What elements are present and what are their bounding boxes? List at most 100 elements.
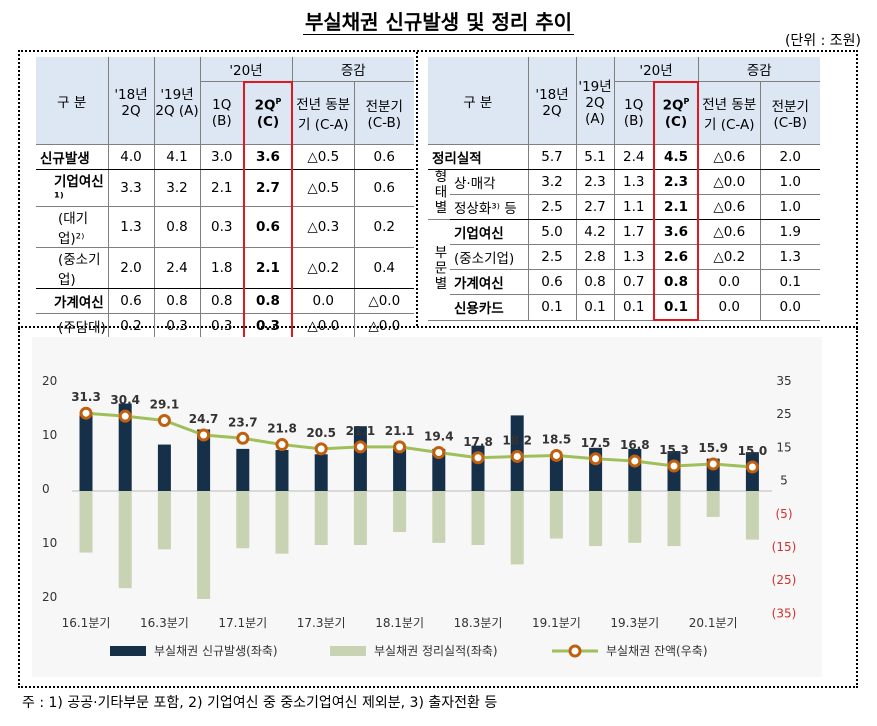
npl-balance-line — [85, 411, 753, 469]
npl-resolution-table: 구 분 '18년 2Q '19년 2Q (A) '20년 증감 1Q (B) 2… — [428, 57, 821, 321]
table-cell: 3.6 — [653, 219, 700, 245]
npl-balance-label: 16.8 — [620, 438, 650, 452]
table-cell: 0.7 — [613, 269, 655, 295]
npl-balance-label: 21.1 — [346, 424, 376, 438]
table-divider — [416, 52, 418, 326]
header-2020: '20년 — [199, 57, 292, 82]
resolved-npl-bar — [589, 491, 603, 547]
npl-balance-point — [393, 440, 407, 454]
npl-balance-label: 23.7 — [228, 415, 258, 429]
table-cell: △0.6 — [697, 194, 761, 220]
npl-balance-point — [197, 428, 211, 442]
table-cell: 0.0 — [697, 294, 761, 321]
header-gubun: 구 분 — [36, 57, 108, 145]
npl-balance-label: 15.0 — [738, 444, 768, 458]
header-qoq: 전분기 (C-B) — [759, 81, 821, 145]
table-cell: 0.6 — [353, 144, 414, 170]
table-cell: 0.1 — [575, 294, 615, 321]
table-row: 형태별 상·매각 3.2 2.3 1.3 2.3 △0.0 1.0 — [428, 169, 821, 220]
table-cell: △0.2 — [697, 244, 761, 270]
table-cell: △0.0 — [353, 313, 414, 339]
table-cell: △0.5 — [291, 169, 354, 207]
header-18-2q: '18년 2Q — [527, 57, 577, 145]
header-yoy: 전년 동분기 (C-A) — [697, 81, 761, 145]
table-row: 정리실적 5.7 5.1 2.4 4.5 △0.6 2.0 — [428, 144, 821, 170]
row-label: (주담대) — [36, 313, 108, 339]
table-cell: 2.0 — [107, 247, 154, 289]
header-20-1q: 1Q (B) — [199, 81, 244, 145]
npl-balance-point — [589, 452, 603, 466]
table-cell: 3.6 — [243, 144, 293, 170]
npl-balance-point — [79, 406, 93, 420]
x-axis-tick: 17.1분기 — [218, 616, 267, 630]
npl-balance-label: 30.4 — [110, 393, 140, 407]
resolved-npl-bar — [510, 491, 524, 565]
table-cell: △0.0 — [291, 313, 354, 339]
table-cell: 0.1 — [653, 294, 700, 321]
table-cell: 2.1 — [199, 169, 244, 207]
table-row: (주담대) 0.2 0.3 0.3 0.3 △0.0 △0.0 — [36, 313, 414, 339]
table-cell: 1.1 — [613, 194, 655, 220]
table-cell: 0.1 — [613, 294, 655, 321]
table-cell: 2.7 — [575, 194, 615, 220]
footnote: 주 : 1) 공공·기타부문 포함, 2) 기업여신 중 중소기업여신 제외분,… — [22, 695, 498, 711]
npl-balance-label: 31.3 — [71, 390, 101, 404]
resolved-npl-bar — [393, 491, 407, 533]
table-cell: 2.4 — [613, 144, 655, 170]
table-cell: 0.0 — [759, 294, 821, 321]
npl-balance-label: 29.1 — [150, 397, 180, 411]
npl-balance-point — [236, 431, 250, 445]
header-20-2q: 2QP (C) — [243, 80, 293, 145]
table-cell: △0.3 — [291, 206, 354, 248]
table-cell: 0.0 — [697, 269, 761, 295]
x-axis-tick: 16.1분기 — [62, 616, 111, 630]
npl-balance-label: 18.2 — [502, 433, 532, 447]
header-19-2q: '19년 2Q (A) — [575, 57, 615, 145]
row-label: 신용카드 — [450, 294, 529, 321]
table-cell: 0.6 — [527, 269, 577, 295]
npl-balance-point — [432, 445, 446, 459]
table-cell: 3.2 — [527, 169, 577, 195]
resolved-npl-bar — [118, 491, 132, 589]
table-cell: 3.0 — [199, 144, 244, 170]
header-20-2q: 2QP (C) — [653, 80, 700, 145]
table-cell: 2.0 — [759, 144, 821, 170]
new-npl-bar — [236, 448, 250, 491]
table-cell: 0.1 — [759, 269, 821, 295]
table-cell: 4.0 — [107, 144, 154, 170]
resolved-npl-bar — [549, 491, 563, 539]
new-npl-bar — [393, 448, 407, 491]
resolved-npl-bar — [79, 491, 93, 553]
table-cell: 0.3 — [199, 313, 244, 339]
resolved-npl-bar — [706, 491, 720, 517]
table-cell: 5.1 — [575, 144, 615, 170]
row-label: 가계여신 — [450, 269, 529, 295]
table-cell: △0.5 — [291, 144, 354, 170]
table-cell: 2.6 — [653, 244, 700, 270]
resolved-npl-bar — [432, 491, 446, 543]
row-label: 상·매각 — [450, 169, 529, 195]
table-cell: 2.7 — [243, 169, 293, 207]
table-cell: 0.6 — [353, 169, 414, 207]
header-gubun: 구 분 — [428, 57, 529, 145]
table-cell: 0.4 — [353, 247, 414, 289]
table-cell: 1.3 — [613, 244, 655, 270]
x-axis-tick: 17.3분기 — [297, 616, 346, 630]
header-18-2q: '18년 2Q — [107, 57, 154, 145]
table-cell: 2.8 — [575, 244, 615, 270]
table-cell: 0.8 — [653, 269, 700, 295]
new-npl-bar — [314, 454, 328, 491]
new-npl-bar — [275, 449, 289, 491]
right-axis-tick: 5 — [780, 474, 788, 488]
header-change: 증감 — [697, 57, 821, 82]
row-label: (중소기업) — [450, 244, 529, 270]
x-axis-tick: 18.1분기 — [375, 616, 424, 630]
table-cell: 0.8 — [575, 269, 615, 295]
npl-balance-point — [353, 440, 367, 454]
left-axis-tick: 10 — [42, 428, 57, 442]
x-axis-tick: 16.3분기 — [140, 616, 189, 630]
table-cell: 1.9 — [759, 219, 821, 245]
chart-frame — [18, 328, 858, 688]
right-axis-tick: 25 — [776, 407, 791, 421]
table-cell: 5.7 — [527, 144, 577, 170]
